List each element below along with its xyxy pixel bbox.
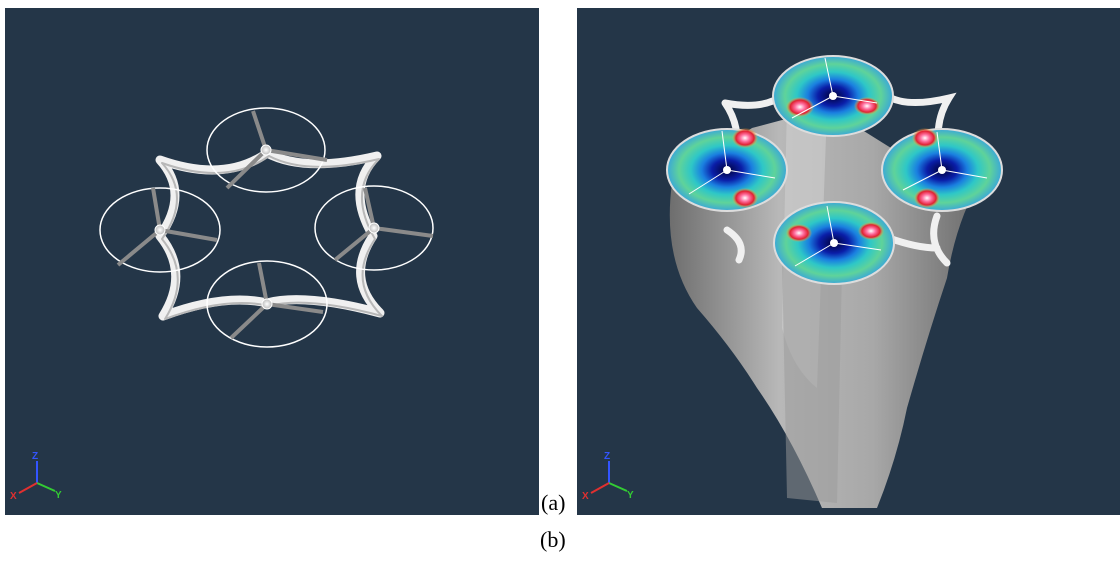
drone-frame bbox=[721, 92, 957, 267]
rotor-disc-right bbox=[881, 128, 1003, 212]
viewport-a[interactable]: Z Y X bbox=[5, 8, 539, 515]
caption-b: (b) bbox=[540, 527, 566, 552]
axis-z-label: Z bbox=[604, 451, 610, 462]
rotor-disc-bottom bbox=[773, 201, 895, 285]
rotor-disc-left bbox=[666, 128, 788, 212]
axis-y-label: Y bbox=[55, 490, 62, 501]
axis-x-label: X bbox=[582, 491, 589, 502]
rotor-left bbox=[99, 187, 221, 273]
caption-a: (a) bbox=[541, 490, 566, 515]
scene-b: Z Y X bbox=[582, 55, 1003, 508]
axis-y-label: Y bbox=[627, 490, 634, 501]
rotor-top bbox=[206, 107, 328, 193]
rotor-right bbox=[314, 185, 434, 271]
axis-x-label: X bbox=[10, 491, 17, 502]
orientation-axes: Z Y X bbox=[582, 451, 634, 502]
scene-a: Z Y X bbox=[10, 107, 434, 502]
viewport-b[interactable]: Z Y X bbox=[577, 8, 1120, 515]
orientation-axes: Z Y X bbox=[10, 451, 62, 502]
rotor-disc-top bbox=[772, 55, 894, 137]
rotor-bottom bbox=[206, 260, 328, 348]
axis-z-label: Z bbox=[32, 451, 38, 462]
